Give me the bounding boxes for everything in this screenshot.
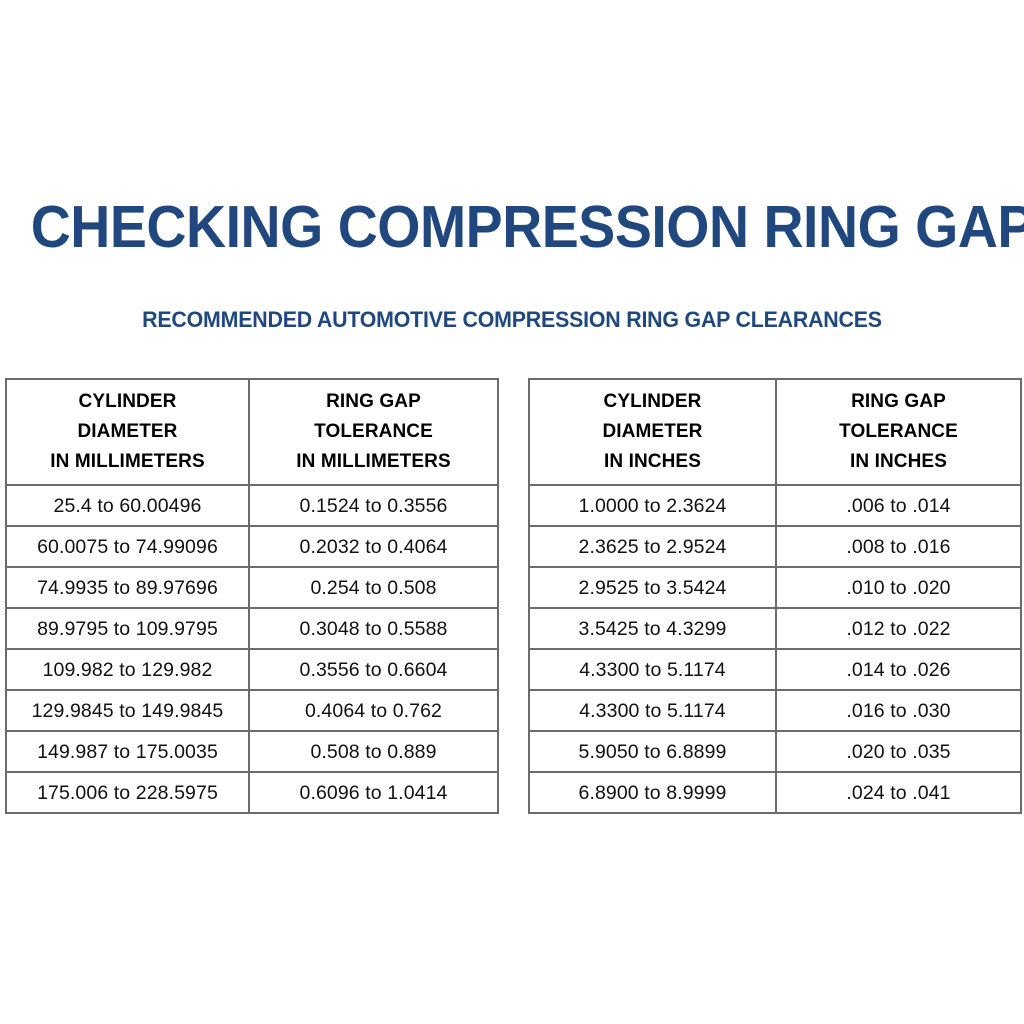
cell-diameter: 60.0075 to 74.99096 (5, 525, 250, 568)
imperial-ring-gap-table: CYLINDER DIAMETER IN INCHES RING GAP TOL… (528, 378, 1022, 814)
cell-tolerance: 0.1524 to 0.3556 (248, 484, 499, 527)
header-line-2: TOLERANCE (839, 421, 958, 442)
table-row: 4.3300 to 5.1174 .016 to .030 (528, 689, 1022, 732)
cell-tolerance: .012 to .022 (775, 607, 1022, 650)
cell-diameter: 25.4 to 60.00496 (5, 484, 250, 527)
table-row: 109.982 to 129.982 0.3556 to 0.6604 (5, 648, 499, 691)
cell-diameter: 5.9050 to 6.8899 (528, 730, 777, 773)
header-line-2: DIAMETER (602, 421, 703, 442)
cell-diameter: 4.3300 to 5.1174 (528, 689, 777, 732)
table-row: 6.8900 to 8.9999 .024 to .041 (528, 771, 1022, 814)
cell-diameter: 6.8900 to 8.9999 (528, 771, 777, 814)
header-line-1: RING GAP (851, 391, 946, 412)
cell-diameter: 175.006 to 228.5975 (5, 771, 250, 814)
table-header-row: CYLINDER DIAMETER IN MILLIMETERS RING GA… (5, 378, 499, 486)
cell-diameter: 149.987 to 175.0035 (5, 730, 250, 773)
header-line-1: CYLINDER (603, 391, 702, 412)
cell-diameter: 3.5425 to 4.3299 (528, 607, 777, 650)
cell-diameter: 2.3625 to 2.9524 (528, 525, 777, 568)
cell-tolerance: .014 to .026 (775, 648, 1022, 691)
table-row: 1.0000 to 2.3624 .006 to .014 (528, 484, 1022, 527)
cell-diameter: 2.9525 to 3.5424 (528, 566, 777, 609)
table-row: 5.9050 to 6.8899 .020 to .035 (528, 730, 1022, 773)
cell-diameter: 74.9935 to 89.97696 (5, 566, 250, 609)
title-block: CHECKING COMPRESSION RING GAPS RECOMMEND… (0, 194, 1024, 332)
cell-diameter: 89.9795 to 109.9795 (5, 607, 250, 650)
header-line-2: DIAMETER (77, 421, 178, 442)
table-row: 2.3625 to 2.9524 .008 to .016 (528, 525, 1022, 568)
header-ring-gap-tolerance-mm: RING GAP TOLERANCE IN MILLIMETERS (248, 378, 499, 486)
cell-diameter: 4.3300 to 5.1174 (528, 648, 777, 691)
cell-tolerance: .016 to .030 (775, 689, 1022, 732)
table-row: 129.9845 to 149.9845 0.4064 to 0.762 (5, 689, 499, 732)
page-title: CHECKING COMPRESSION RING GAPS (30, 194, 1024, 260)
cell-tolerance: 0.508 to 0.889 (248, 730, 499, 773)
cell-diameter: 109.982 to 129.982 (5, 648, 250, 691)
header-ring-gap-tolerance-in: RING GAP TOLERANCE IN INCHES (775, 378, 1022, 486)
table-row: 25.4 to 60.00496 0.1524 to 0.3556 (5, 484, 499, 527)
header-line-1: RING GAP (326, 391, 421, 412)
table-row: 60.0075 to 74.99096 0.2032 to 0.4064 (5, 525, 499, 568)
table-row: 2.9525 to 3.5424 .010 to .020 (528, 566, 1022, 609)
header-line-3: IN MILLIMETERS (50, 451, 205, 472)
table-header-row: CYLINDER DIAMETER IN INCHES RING GAP TOL… (528, 378, 1022, 486)
page-subtitle: RECOMMENDED AUTOMOTIVE COMPRESSION RING … (142, 307, 882, 332)
cell-diameter: 129.9845 to 149.9845 (5, 689, 250, 732)
cell-tolerance: 0.2032 to 0.4064 (248, 525, 499, 568)
table-row: 175.006 to 228.5975 0.6096 to 1.0414 (5, 771, 499, 814)
cell-tolerance: 0.3556 to 0.6604 (248, 648, 499, 691)
cell-tolerance: 0.6096 to 1.0414 (248, 771, 499, 814)
header-cylinder-diameter-in: CYLINDER DIAMETER IN INCHES (528, 378, 777, 486)
cell-tolerance: 0.254 to 0.508 (248, 566, 499, 609)
header-line-3: IN MILLIMETERS (296, 451, 451, 472)
table-row: 149.987 to 175.0035 0.508 to 0.889 (5, 730, 499, 773)
cell-tolerance: .010 to .020 (775, 566, 1022, 609)
cell-tolerance: .008 to .016 (775, 525, 1022, 568)
table-row: 89.9795 to 109.9795 0.3048 to 0.5588 (5, 607, 499, 650)
cell-tolerance: .024 to .041 (775, 771, 1022, 814)
cell-tolerance: 0.4064 to 0.762 (248, 689, 499, 732)
header-line-3: IN INCHES (604, 451, 701, 472)
cell-tolerance: 0.3048 to 0.5588 (248, 607, 499, 650)
tables-area: CYLINDER DIAMETER IN MILLIMETERS RING GA… (0, 378, 1024, 814)
header-line-3: IN INCHES (850, 451, 947, 472)
table-row: 4.3300 to 5.1174 .014 to .026 (528, 648, 1022, 691)
cell-tolerance: .020 to .035 (775, 730, 1022, 773)
table-row: 3.5425 to 4.3299 .012 to .022 (528, 607, 1022, 650)
header-cylinder-diameter-mm: CYLINDER DIAMETER IN MILLIMETERS (5, 378, 250, 486)
table-row: 74.9935 to 89.97696 0.254 to 0.508 (5, 566, 499, 609)
header-line-2: TOLERANCE (314, 421, 433, 442)
cell-tolerance: .006 to .014 (775, 484, 1022, 527)
cell-diameter: 1.0000 to 2.3624 (528, 484, 777, 527)
metric-ring-gap-table: CYLINDER DIAMETER IN MILLIMETERS RING GA… (5, 378, 499, 814)
header-line-1: CYLINDER (78, 391, 177, 412)
